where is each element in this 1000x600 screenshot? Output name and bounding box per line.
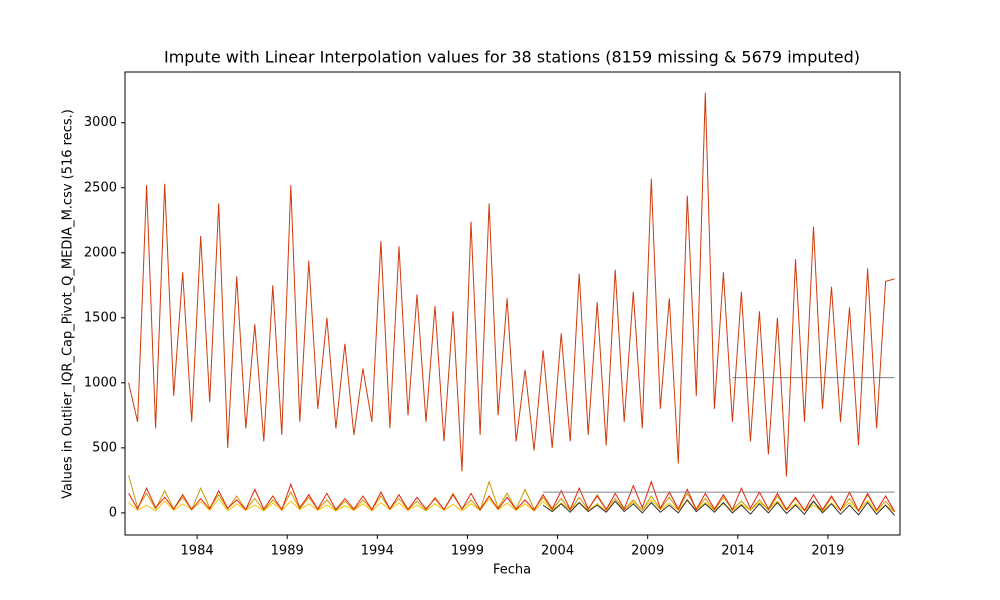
x-tick-label: 1999 xyxy=(451,544,484,559)
series-line xyxy=(128,475,895,512)
x-tick-label: 2014 xyxy=(721,544,754,559)
x-tick-label: 1994 xyxy=(361,544,394,559)
series-line xyxy=(542,499,895,516)
x-tick-label: 2004 xyxy=(541,544,574,559)
x-tick-label: 1989 xyxy=(271,544,304,559)
y-tick-label: 3000 xyxy=(84,115,117,130)
axes-frame xyxy=(124,71,901,536)
y-tick-label: 500 xyxy=(92,440,117,455)
chart-title: Impute with Linear Interpolation values … xyxy=(164,48,860,67)
x-tick-label: 2009 xyxy=(631,544,664,559)
x-axis-label: Fecha xyxy=(493,563,531,578)
plot-area xyxy=(128,92,896,516)
y-tick-label: 2500 xyxy=(84,180,117,195)
series-line xyxy=(128,480,896,513)
y-tick-label: 1000 xyxy=(84,375,117,390)
y-tick-label: 1500 xyxy=(84,310,117,325)
x-tick-label: 1984 xyxy=(181,544,214,559)
y-tick-label: 0 xyxy=(109,505,117,520)
y-tick-label: 2000 xyxy=(84,245,117,260)
series-line xyxy=(128,92,895,477)
x-tick-label: 2019 xyxy=(811,544,844,559)
y-axis-label: Values in Outlier_IQR_Cap_Pivot_Q_MEDIA_… xyxy=(61,109,76,499)
